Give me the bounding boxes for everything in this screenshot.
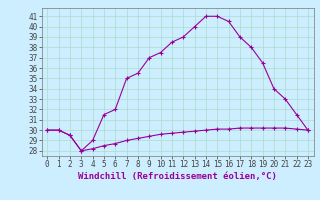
X-axis label: Windchill (Refroidissement éolien,°C): Windchill (Refroidissement éolien,°C) — [78, 172, 277, 181]
